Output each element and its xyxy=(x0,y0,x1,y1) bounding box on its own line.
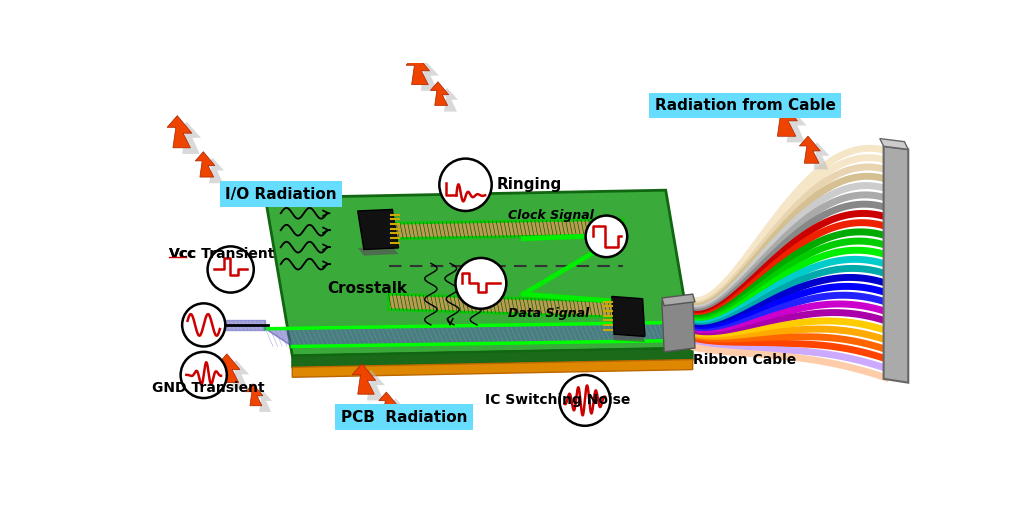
Circle shape xyxy=(182,304,225,347)
Circle shape xyxy=(456,258,506,309)
Circle shape xyxy=(180,352,226,398)
Polygon shape xyxy=(218,354,240,383)
Text: Crosstalk: Crosstalk xyxy=(327,281,407,296)
Polygon shape xyxy=(227,360,249,389)
Polygon shape xyxy=(255,390,272,412)
Polygon shape xyxy=(352,363,376,394)
Polygon shape xyxy=(880,138,908,149)
Polygon shape xyxy=(379,392,397,416)
Polygon shape xyxy=(265,190,692,356)
Polygon shape xyxy=(225,320,265,330)
Polygon shape xyxy=(246,384,263,406)
Polygon shape xyxy=(416,60,439,91)
Polygon shape xyxy=(662,294,695,306)
Text: Data Signal: Data Signal xyxy=(508,307,589,320)
Polygon shape xyxy=(292,360,692,377)
Text: Ringing: Ringing xyxy=(497,177,561,193)
Text: Clock Signal: Clock Signal xyxy=(508,209,594,222)
Polygon shape xyxy=(357,209,398,249)
Text: Radiation from Cable: Radiation from Cable xyxy=(654,98,836,113)
Polygon shape xyxy=(771,103,798,136)
Polygon shape xyxy=(265,322,692,347)
Text: I/O Radiation: I/O Radiation xyxy=(225,187,337,201)
Polygon shape xyxy=(205,158,224,183)
Polygon shape xyxy=(357,246,398,256)
Circle shape xyxy=(586,216,628,257)
Circle shape xyxy=(208,246,254,292)
Polygon shape xyxy=(361,370,385,400)
Polygon shape xyxy=(167,116,191,148)
Polygon shape xyxy=(611,334,645,342)
Text: GND Transient: GND Transient xyxy=(153,381,265,395)
Polygon shape xyxy=(430,82,449,106)
Polygon shape xyxy=(611,297,645,337)
Polygon shape xyxy=(662,298,695,352)
Polygon shape xyxy=(388,219,624,239)
Polygon shape xyxy=(292,348,692,367)
Polygon shape xyxy=(388,294,624,317)
Polygon shape xyxy=(176,122,201,154)
Text: IC Switching Noise: IC Switching Noise xyxy=(484,393,630,407)
Polygon shape xyxy=(196,151,215,177)
Polygon shape xyxy=(884,146,908,383)
Polygon shape xyxy=(388,398,407,422)
Polygon shape xyxy=(439,88,458,112)
Polygon shape xyxy=(780,108,807,143)
Polygon shape xyxy=(809,142,829,169)
Text: Vcc Transient: Vcc Transient xyxy=(169,247,274,261)
Text: PCB  Radiation: PCB Radiation xyxy=(341,410,467,425)
Circle shape xyxy=(559,375,610,426)
Text: Vcc: Vcc xyxy=(169,247,197,261)
Text: Ribbon Cable: Ribbon Cable xyxy=(692,352,796,367)
Polygon shape xyxy=(407,54,430,85)
Polygon shape xyxy=(800,136,820,163)
Circle shape xyxy=(439,159,492,211)
